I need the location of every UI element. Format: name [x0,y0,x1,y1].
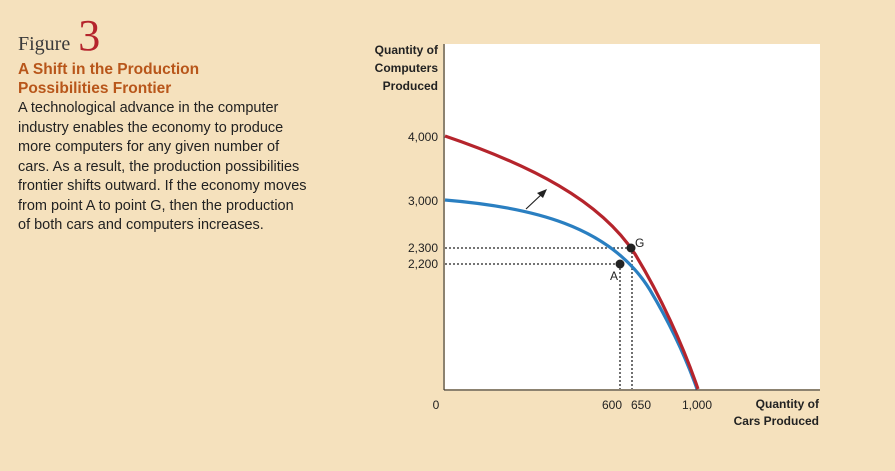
origin-label: 0 [433,398,440,412]
shift-arrowhead [537,189,547,198]
point-g-label: G [635,236,644,250]
x-tick-label: 1,000 [682,398,712,412]
y-axis-title-line2: Computers [375,61,439,75]
x-axis-title-line1: Quantity of [756,397,820,411]
shift-arrow [525,192,544,210]
figure-label-text: Figure [18,33,71,55]
point-a-label: A [610,269,618,283]
figure-title: A Shift in the Production Possibilities … [18,61,200,97]
x-axis-title-line2: Cars Produced [734,414,819,428]
figure-label: Figure 3 [18,14,100,58]
figure-caption: A technological advance in the computer … [18,100,307,233]
y-axis-title-line1: Quantity of [375,43,439,57]
y-tick-label: 2,200 [408,257,438,271]
figure-number: 3 [78,11,101,60]
plot-area [445,44,820,389]
ppf-original-curve [444,198,699,390]
y-tick-label: 3,000 [408,194,438,208]
y-axis-title-line3: Produced [383,79,438,93]
y-tick-label: 4,000 [408,130,438,144]
point-g [626,243,636,253]
point-a [615,259,625,269]
x-tick-label: 650 [631,398,651,412]
y-tick-label: 2,300 [408,241,438,255]
x-tick-label: 600 [602,398,622,412]
